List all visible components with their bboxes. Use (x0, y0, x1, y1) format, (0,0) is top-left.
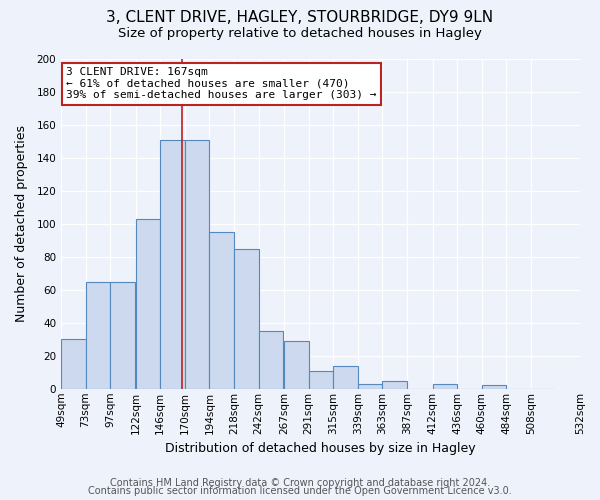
Text: Contains public sector information licensed under the Open Government Licence v3: Contains public sector information licen… (88, 486, 512, 496)
Text: Size of property relative to detached houses in Hagley: Size of property relative to detached ho… (118, 28, 482, 40)
X-axis label: Distribution of detached houses by size in Hagley: Distribution of detached houses by size … (165, 442, 476, 455)
Y-axis label: Number of detached properties: Number of detached properties (15, 126, 28, 322)
Bar (160, 140, 185, 389)
Bar (482, 386, 506, 389)
Bar (308, 370, 333, 389)
Bar (358, 384, 382, 389)
Bar (284, 341, 308, 389)
Bar (209, 232, 234, 389)
Text: Contains HM Land Registry data © Crown copyright and database right 2024.: Contains HM Land Registry data © Crown c… (110, 478, 490, 488)
Bar (382, 380, 407, 389)
Bar (110, 282, 134, 389)
Bar (433, 384, 457, 389)
Bar (333, 366, 358, 389)
Text: 3, CLENT DRIVE, HAGLEY, STOURBRIDGE, DY9 9LN: 3, CLENT DRIVE, HAGLEY, STOURBRIDGE, DY9… (106, 10, 494, 25)
Bar (185, 140, 209, 389)
Bar (86, 282, 110, 389)
Text: 3 CLENT DRIVE: 167sqm
← 61% of detached houses are smaller (470)
39% of semi-det: 3 CLENT DRIVE: 167sqm ← 61% of detached … (66, 67, 377, 100)
Bar (259, 331, 283, 389)
Bar (61, 340, 86, 389)
Bar (234, 248, 259, 389)
Bar (136, 219, 160, 389)
